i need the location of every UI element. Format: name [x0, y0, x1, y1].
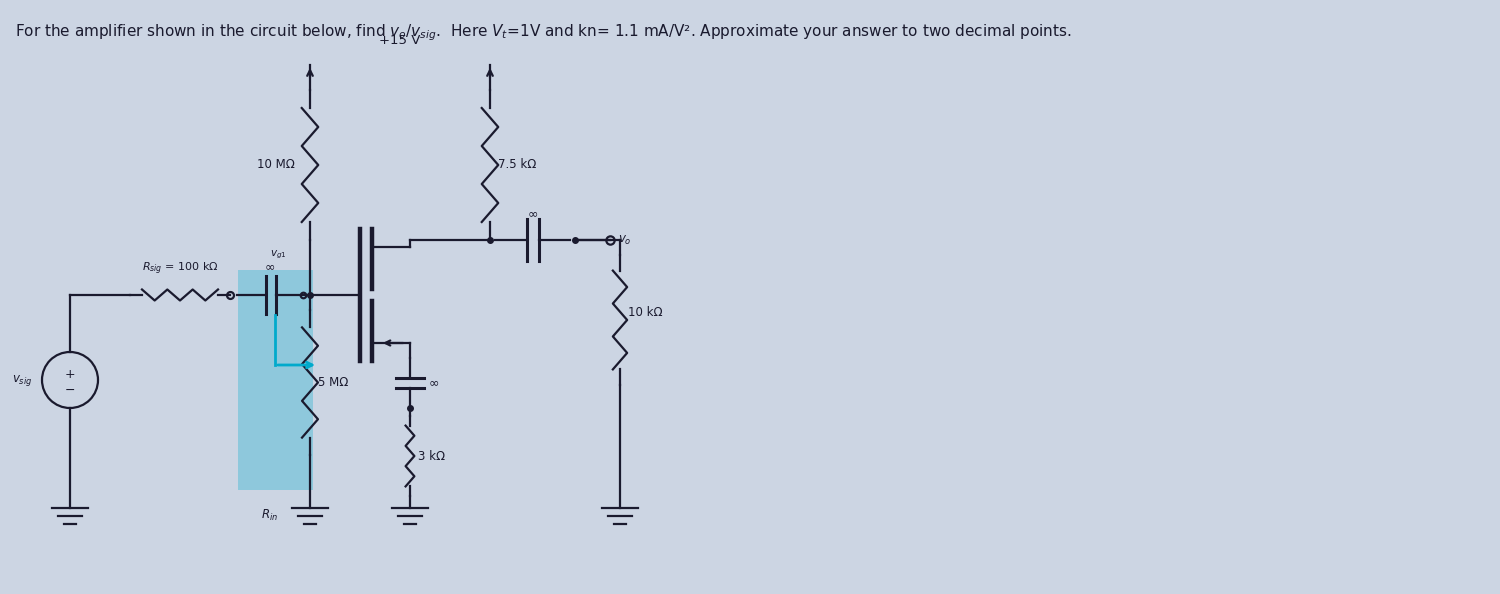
Text: $v_{g1}$: $v_{g1}$	[270, 249, 286, 261]
Text: $\infty$: $\infty$	[526, 207, 538, 220]
Text: $R_{in}$: $R_{in}$	[261, 508, 279, 523]
Text: 3 kΩ: 3 kΩ	[419, 450, 446, 463]
Text: For the amplifier shown in the circuit below, find $v_o/v_{sig}$.  Here $V_t$=1V: For the amplifier shown in the circuit b…	[15, 22, 1071, 43]
Text: $v_o$: $v_o$	[618, 233, 632, 247]
Text: $v_{sig}$: $v_{sig}$	[12, 372, 32, 387]
Text: $R_{sig}$ = 100 kΩ: $R_{sig}$ = 100 kΩ	[141, 261, 219, 277]
Text: $\infty$: $\infty$	[427, 377, 439, 390]
Text: 5 MΩ: 5 MΩ	[318, 376, 348, 389]
Text: 7.5 kΩ: 7.5 kΩ	[498, 159, 537, 172]
Bar	[238, 270, 314, 490]
Text: +: +	[64, 368, 75, 381]
Text: +15 V: +15 V	[380, 34, 420, 47]
Text: $\infty$: $\infty$	[264, 260, 276, 273]
Text: 10 MΩ: 10 MΩ	[256, 159, 296, 172]
Text: 10 kΩ: 10 kΩ	[628, 306, 663, 319]
Text: −: −	[64, 384, 75, 397]
